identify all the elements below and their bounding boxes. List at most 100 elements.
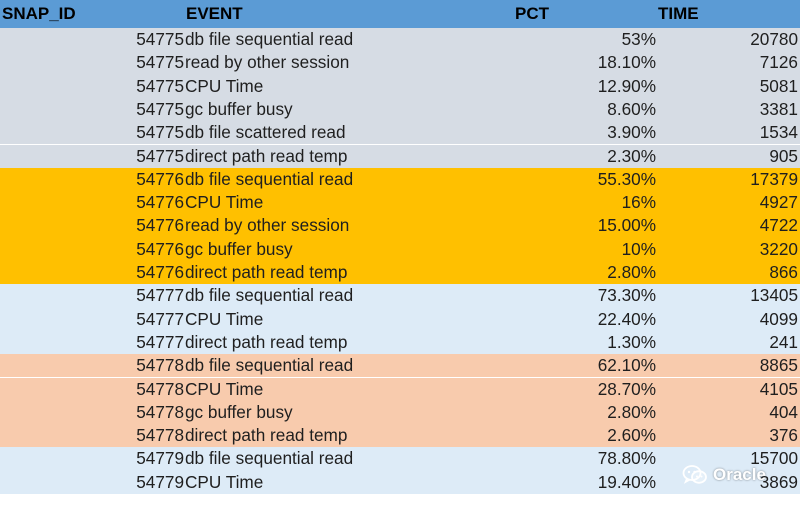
snap-id-cell[interactable]: 54775 <box>136 122 184 143</box>
snap-id-cell[interactable]: 54775 <box>136 75 184 96</box>
pct-cell[interactable]: 18.10% <box>597 52 656 73</box>
event-cell[interactable]: read by other session <box>185 52 350 73</box>
time-cell[interactable]: 8865 <box>759 355 798 376</box>
table-row[interactable]: 54778 direct path read temp 2.60% 376 <box>0 424 800 448</box>
event-cell[interactable]: db file sequential read <box>185 29 354 49</box>
table-row[interactable]: 54775 read by other session 18.10% 7126 <box>0 51 800 75</box>
event-cell[interactable]: direct path read temp <box>185 145 348 166</box>
time-cell[interactable]: 376 <box>769 425 798 446</box>
pct-cell[interactable]: 1.30% <box>607 331 656 352</box>
time-cell[interactable]: 5081 <box>759 75 798 96</box>
header-time[interactable]: TIME <box>658 4 699 23</box>
pct-cell[interactable]: 53% <box>621 29 656 49</box>
event-cell[interactable]: direct path read temp <box>185 331 348 352</box>
pct-cell[interactable]: 12.90% <box>597 75 656 96</box>
event-cell[interactable]: direct path read temp <box>185 425 348 446</box>
pct-cell[interactable]: 55.30% <box>597 168 656 189</box>
pct-cell[interactable]: 22.40% <box>597 308 656 329</box>
event-cell[interactable]: CPU Time <box>185 378 264 399</box>
pct-cell[interactable]: 2.80% <box>607 401 656 422</box>
pct-cell[interactable]: 78.80% <box>597 448 656 469</box>
pct-cell[interactable]: 3.90% <box>607 122 656 143</box>
time-cell[interactable]: 20780 <box>750 29 798 49</box>
time-cell[interactable]: 15700 <box>750 448 798 469</box>
event-cell[interactable]: db file sequential read <box>185 168 354 189</box>
event-cell[interactable]: CPU Time <box>185 471 264 492</box>
event-cell[interactable]: direct path read temp <box>185 262 348 282</box>
time-cell[interactable]: 17379 <box>750 168 798 189</box>
pct-cell[interactable]: 28.70% <box>597 378 656 399</box>
table-row[interactable]: 54776 CPU Time 16% 4927 <box>0 191 800 215</box>
event-cell[interactable]: CPU Time <box>185 192 264 213</box>
event-cell[interactable]: gc buffer busy <box>185 401 293 422</box>
event-cell[interactable]: db file sequential read <box>185 448 354 469</box>
snap-id-cell[interactable]: 54776 <box>136 192 184 213</box>
table-row[interactable]: 54775 db file scattered read 3.90% 1534 <box>0 121 800 145</box>
time-cell[interactable]: 404 <box>769 401 798 422</box>
event-cell[interactable]: gc buffer busy <box>185 238 293 259</box>
table-row[interactable]: 54778 gc buffer busy 2.80% 404 <box>0 400 800 425</box>
pct-cell[interactable]: 16% <box>621 192 656 213</box>
time-cell[interactable]: 866 <box>769 262 798 282</box>
event-cell[interactable]: CPU Time <box>185 75 264 96</box>
snap-id-cell[interactable]: 54777 <box>136 308 184 329</box>
snap-id-cell[interactable]: 54779 <box>136 448 184 469</box>
table-row[interactable]: 54778 CPU Time 28.70% 4105 <box>0 377 800 401</box>
pct-cell[interactable]: 19.40% <box>597 471 656 492</box>
time-cell[interactable]: 905 <box>769 145 798 166</box>
time-cell[interactable]: 7126 <box>759 52 798 73</box>
header-snap-id[interactable]: SNAP_ID <box>2 4 76 23</box>
time-cell[interactable]: 4927 <box>759 192 798 213</box>
event-cell[interactable]: db file sequential read <box>185 355 354 376</box>
table-row[interactable]: 54779 CPU Time 19.40% 3869 <box>0 470 800 494</box>
time-cell[interactable]: 1534 <box>759 122 798 143</box>
snap-id-cell[interactable]: 54775 <box>136 145 184 166</box>
table-row[interactable]: 54775 gc buffer busy 8.60% 3381 <box>0 97 800 122</box>
snap-id-cell[interactable]: 54778 <box>136 401 184 422</box>
snap-id-cell[interactable]: 54775 <box>136 52 184 73</box>
table-row[interactable]: 54777 db file sequential read 73.30% 134… <box>0 284 800 308</box>
snap-id-cell[interactable]: 54776 <box>136 262 184 282</box>
snap-id-cell[interactable]: 54778 <box>136 355 184 376</box>
pct-cell[interactable]: 15.00% <box>597 215 656 236</box>
time-cell[interactable]: 4099 <box>759 308 798 329</box>
time-cell[interactable]: 3381 <box>759 98 798 119</box>
pct-cell[interactable]: 73.30% <box>597 285 656 306</box>
pct-cell[interactable]: 8.60% <box>607 98 656 119</box>
time-cell[interactable]: 241 <box>769 331 798 352</box>
table-row[interactable]: 54779 db file sequential read 78.80% 157… <box>0 447 800 471</box>
table-row[interactable]: 54776 direct path read temp 2.80% 866 <box>0 261 800 285</box>
table-row[interactable]: 54775 direct path read temp 2.30% 905 <box>0 144 800 168</box>
header-pct[interactable]: PCT <box>515 4 549 23</box>
table-row[interactable]: 54778 db file sequential read 62.10% 886… <box>0 354 800 378</box>
pct-cell[interactable]: 2.80% <box>607 262 656 282</box>
snap-id-cell[interactable]: 54775 <box>136 29 184 49</box>
time-cell[interactable]: 13405 <box>750 285 798 306</box>
table-row[interactable]: 54777 direct path read temp 1.30% 241 <box>0 330 800 355</box>
time-cell[interactable]: 3220 <box>759 238 798 259</box>
table-row[interactable]: 54776 gc buffer busy 10% 3220 <box>0 237 800 261</box>
snap-id-cell[interactable]: 54776 <box>136 168 184 189</box>
pct-cell[interactable]: 2.60% <box>607 425 656 446</box>
pct-cell[interactable]: 10% <box>621 238 656 259</box>
time-cell[interactable]: 3869 <box>759 471 798 492</box>
pct-cell[interactable]: 62.10% <box>597 355 656 376</box>
time-cell[interactable]: 4722 <box>759 215 798 236</box>
time-cell[interactable]: 4105 <box>759 378 798 399</box>
snap-id-cell[interactable]: 54777 <box>136 331 184 352</box>
event-cell[interactable]: CPU Time <box>185 308 264 329</box>
snap-id-cell[interactable]: 54778 <box>136 425 184 446</box>
snap-id-cell[interactable]: 54779 <box>136 471 184 492</box>
table-row[interactable]: 54776 db file sequential read 55.30% 173… <box>0 167 800 192</box>
table-row[interactable]: 54777 CPU Time 22.40% 4099 <box>0 307 800 331</box>
table-row[interactable]: 54775 CPU Time 12.90% 5081 <box>0 74 800 98</box>
event-cell[interactable]: gc buffer busy <box>185 98 293 119</box>
snap-id-cell[interactable]: 54776 <box>136 215 184 236</box>
snap-id-cell[interactable]: 54778 <box>136 378 184 399</box>
snap-id-cell[interactable]: 54775 <box>136 98 184 119</box>
pct-cell[interactable]: 2.30% <box>607 145 656 166</box>
event-cell[interactable]: read by other session <box>185 215 350 236</box>
table-row[interactable]: 54775 db file sequential read 53% 20780 <box>0 28 800 52</box>
event-cell[interactable]: db file scattered read <box>185 122 346 143</box>
event-cell[interactable]: db file sequential read <box>185 285 354 306</box>
